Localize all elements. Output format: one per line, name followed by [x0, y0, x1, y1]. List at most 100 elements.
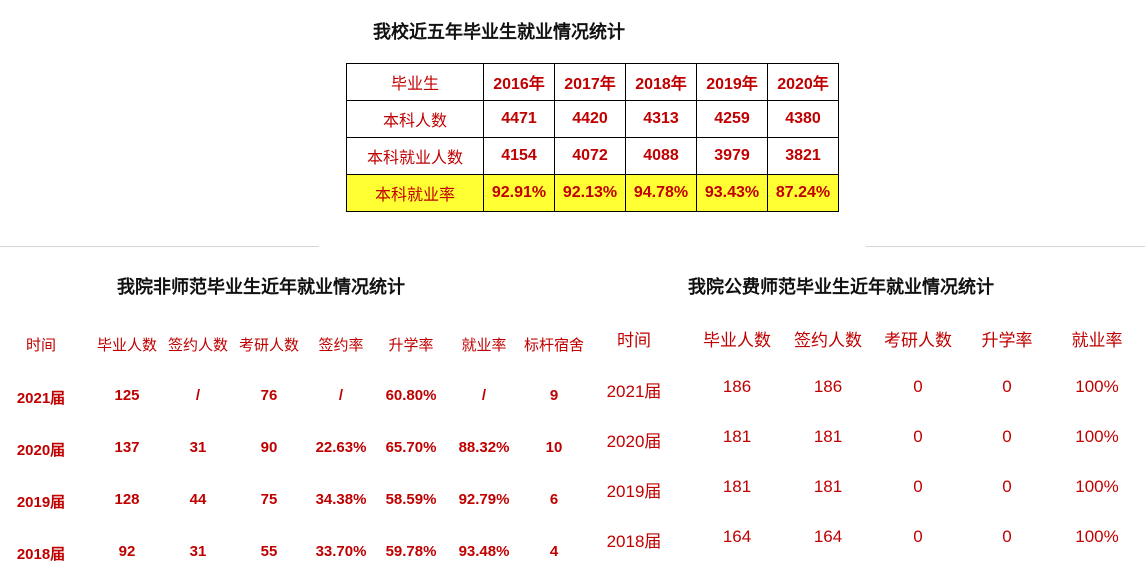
table-cell: 93.48% — [458, 543, 510, 560]
header-cell: 2018年 — [625, 63, 697, 101]
row-label: 本科就业率 — [346, 174, 484, 212]
header-cell: 2017年 — [554, 63, 626, 101]
table-cell: 58.59% — [385, 491, 437, 508]
table-cell: 0 — [1002, 527, 1012, 546]
table-cell: 0 — [913, 427, 923, 446]
row-label: 2018届 — [606, 532, 662, 551]
row-label: 2020届 — [16, 442, 66, 459]
table-cell: 3979 — [696, 137, 768, 175]
header-cell: 签约人数 — [794, 331, 862, 350]
table-cell: 181 — [722, 427, 752, 446]
divider-right — [866, 246, 1145, 247]
funded-teacher-title: 我院公费师范毕业生近年就业情况统计 — [688, 277, 994, 297]
header-cell: 2019年 — [696, 63, 768, 101]
table-cell: 10 — [545, 439, 563, 456]
table-cell: / — [481, 387, 487, 404]
table-cell: 3821 — [767, 137, 839, 175]
header-cell: 2020年 — [767, 63, 839, 101]
header-cell: 就业率 — [461, 337, 507, 354]
table-cell: 55 — [260, 543, 278, 560]
table-cell: 76 — [260, 387, 278, 404]
table-cell: 93.43% — [696, 174, 768, 212]
table-cell: 0 — [913, 477, 923, 496]
table-cell: 9 — [549, 387, 559, 404]
table-cell: 60.80% — [385, 387, 437, 404]
table-cell: 31 — [189, 543, 207, 560]
table-cell: 4154 — [483, 137, 555, 175]
non-teacher-title: 我院非师范毕业生近年就业情况统计 — [117, 277, 405, 297]
school-employment-title: 我校近五年毕业生就业情况统计 — [373, 22, 625, 42]
table-cell: 4380 — [767, 100, 839, 138]
table-cell: 181 — [813, 477, 843, 496]
divider-left — [0, 246, 319, 247]
table-cell: 65.70% — [385, 439, 437, 456]
header-cell: 时间 — [25, 337, 56, 354]
table-cell: 92 — [118, 543, 136, 560]
header-cell: 升学率 — [981, 331, 1033, 350]
table-cell: 34.38% — [315, 491, 367, 508]
table-cell: 100% — [1075, 477, 1119, 496]
table-cell: 100% — [1075, 427, 1119, 446]
table-cell: 164 — [722, 527, 752, 546]
table-cell: 87.24% — [767, 174, 839, 212]
table-cell: 4072 — [554, 137, 626, 175]
row-label: 2019届 — [606, 482, 662, 501]
table-cell: 94.78% — [625, 174, 697, 212]
row-label: 本科就业人数 — [346, 137, 484, 175]
header-cell: 毕业人数 — [703, 331, 771, 350]
table-cell: 92.13% — [554, 174, 626, 212]
table-cell: 92.91% — [483, 174, 555, 212]
header-cell: 签约人数 — [167, 337, 228, 354]
table-row: 本科人数 4471 4420 4313 4259 4380 — [346, 100, 839, 138]
table-cell: 100% — [1075, 527, 1119, 546]
table-cell: 0 — [1002, 377, 1012, 396]
header-cell: 考研人数 — [884, 331, 952, 350]
table-cell: 186 — [813, 377, 843, 396]
header-cell: 升学率 — [388, 337, 434, 354]
header-cell: 考研人数 — [238, 337, 299, 354]
table-cell: / — [195, 387, 201, 404]
table-cell: 125 — [114, 387, 140, 404]
row-label: 2019届 — [16, 494, 66, 511]
table-cell: / — [338, 387, 344, 404]
row-label: 2018届 — [16, 546, 66, 563]
row-label: 本科人数 — [346, 100, 484, 138]
table-cell: 4420 — [554, 100, 626, 138]
table-cell: 33.70% — [315, 543, 367, 560]
table-cell: 44 — [189, 491, 207, 508]
table-cell: 0 — [913, 377, 923, 396]
table-cell: 4259 — [696, 100, 768, 138]
table-cell: 4 — [549, 543, 559, 560]
table-cell: 22.63% — [315, 439, 367, 456]
table-cell: 137 — [114, 439, 140, 456]
table-cell: 4088 — [625, 137, 697, 175]
table-cell: 92.79% — [458, 491, 510, 508]
table-cell: 4471 — [483, 100, 555, 138]
table-cell: 88.32% — [458, 439, 510, 456]
table-cell: 0 — [1002, 477, 1012, 496]
row-label: 2021届 — [16, 390, 66, 407]
table-cell: 164 — [813, 527, 843, 546]
table-cell: 181 — [722, 477, 752, 496]
header-cell: 签约率 — [318, 337, 364, 354]
table-cell: 59.78% — [385, 543, 437, 560]
table-cell: 31 — [189, 439, 207, 456]
header-cell: 标杆宿舍 — [523, 337, 584, 354]
table-cell: 4313 — [625, 100, 697, 138]
header-cell: 就业率 — [1071, 331, 1123, 350]
table-cell: 6 — [549, 491, 559, 508]
table-cell: 100% — [1075, 377, 1119, 396]
table-row: 本科就业人数 4154 4072 4088 3979 3821 — [346, 137, 839, 175]
header-cell: 时间 — [617, 331, 651, 350]
table-cell: 0 — [1002, 427, 1012, 446]
header-cell: 2016年 — [483, 63, 555, 101]
highlight-row: 本科就业率 92.91% 92.13% 94.78% 93.43% 87.24% — [346, 174, 839, 212]
row-label: 2020届 — [606, 432, 662, 451]
header-cell: 毕业人数 — [96, 337, 157, 354]
table-header-row: 毕业生 2016年 2017年 2018年 2019年 2020年 — [346, 63, 839, 101]
school-employment-table: 毕业生 2016年 2017年 2018年 2019年 2020年 本科人数 4… — [346, 63, 839, 212]
table-cell: 75 — [260, 491, 278, 508]
header-cell: 毕业生 — [346, 63, 484, 101]
row-label: 2021届 — [606, 382, 662, 401]
table-cell: 0 — [913, 527, 923, 546]
